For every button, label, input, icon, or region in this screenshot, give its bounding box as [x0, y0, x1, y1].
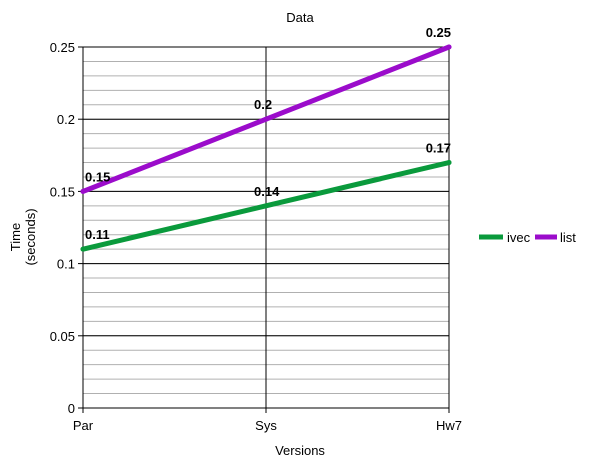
x-tick-label: Par [73, 418, 94, 433]
y-axis-label-line-2: (seconds) [23, 208, 38, 265]
data-point-ivec [446, 160, 452, 166]
data-labels: 0.11 0.14 0.17 0.15 0.2 0.25 [85, 25, 451, 242]
data-point-list [446, 44, 452, 50]
y-axis-label: Time (seconds) [8, 208, 38, 265]
y-tick-label: 0.2 [57, 112, 75, 127]
chart-title: Data [286, 10, 314, 25]
series-lines [80, 44, 452, 252]
axes [78, 46, 450, 413]
x-tick-label: Sys [255, 418, 277, 433]
data-label-list: 0.15 [85, 169, 110, 184]
y-tick-label: 0.1 [57, 257, 75, 272]
data-label-list: 0.2 [254, 97, 272, 112]
data-point-ivec [263, 203, 269, 209]
x-tick-label: Hw7 [436, 418, 462, 433]
tick-labels: 0 0.05 0.1 0.15 0.2 0.25 Par Sys Hw7 [50, 40, 462, 433]
data-label-list: 0.25 [426, 25, 451, 40]
data-point-list [263, 116, 269, 122]
y-axis-label-line-1: Time [8, 223, 23, 251]
data-point-ivec [80, 246, 86, 252]
y-tick-label: 0.15 [50, 184, 75, 199]
data-point-list [80, 188, 86, 194]
legend-label-ivec: ivec [507, 230, 531, 245]
y-tick-label: 0.05 [50, 329, 75, 344]
y-tick-label: 0 [68, 401, 75, 416]
y-tick-label: 0.25 [50, 40, 75, 55]
data-label-ivec: 0.11 [85, 227, 110, 242]
x-axis-label: Versions [275, 443, 325, 458]
legend-label-list: list [560, 230, 576, 245]
data-label-ivec: 0.17 [426, 141, 451, 156]
data-label-ivec: 0.14 [254, 184, 280, 199]
legend: ivec list [479, 230, 576, 245]
